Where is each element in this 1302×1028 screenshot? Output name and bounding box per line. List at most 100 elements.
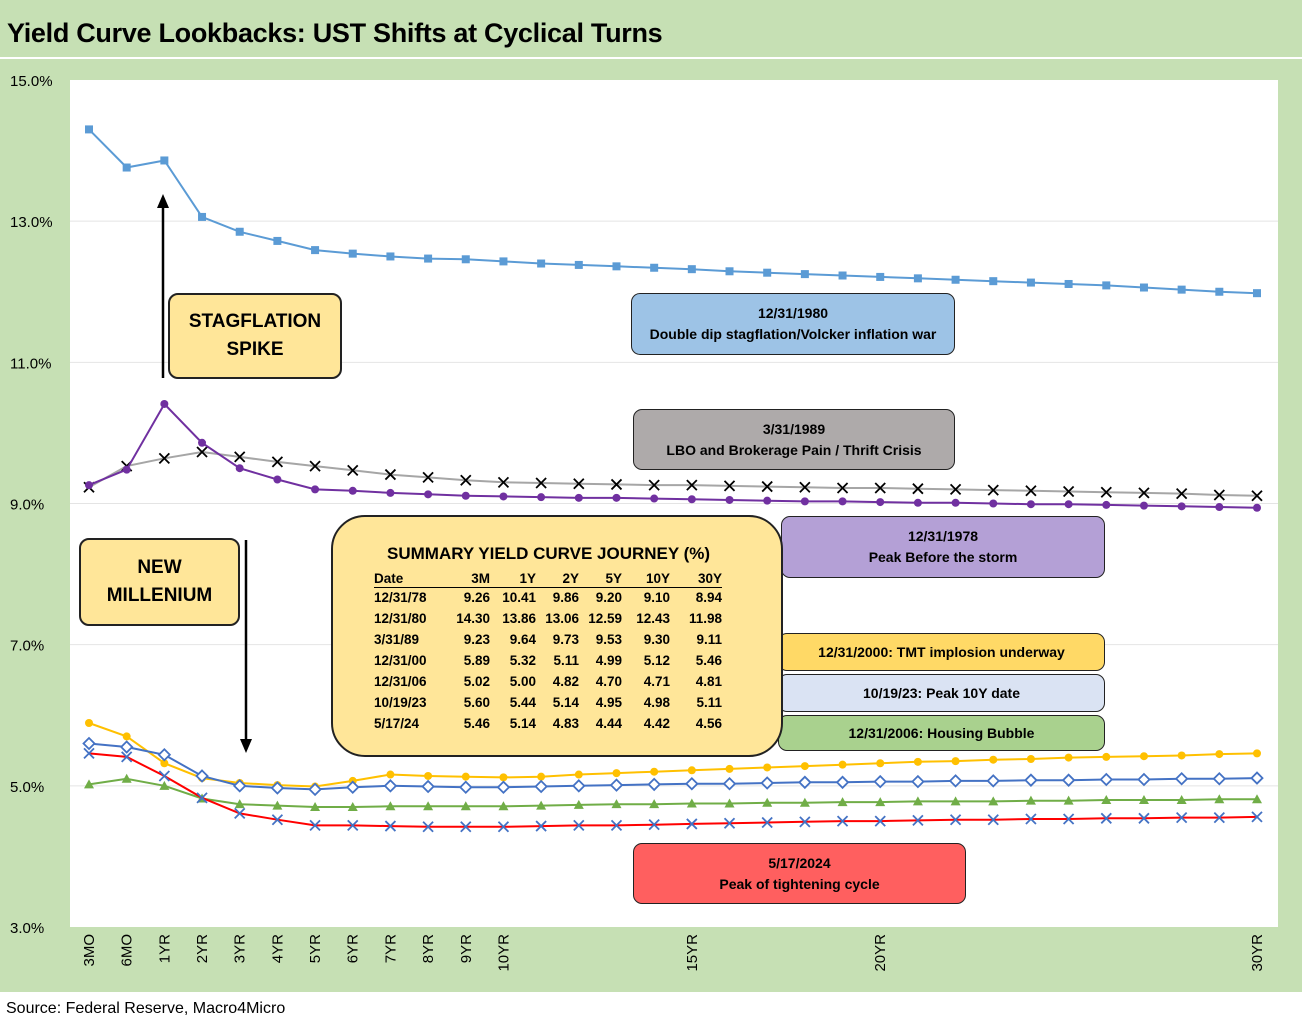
data-point (837, 797, 848, 807)
x-tick-label: 1YR (156, 934, 173, 963)
summary-row: 10/19/23 5.60 5.44 5.14 4.95 4.98 5.11 (374, 692, 722, 713)
x-tick-label: 8YR (420, 934, 437, 963)
series-3 (85, 719, 1261, 791)
data-point (1212, 772, 1227, 786)
yield-curve-chart: 15.0% 13.0% 11.0% 9.0% 7.0% 5.0% 3.0% 3MO 6MO 1Y… (10, 73, 1278, 972)
data-point (234, 807, 246, 819)
chart-title: Yield Curve Lookbacks: UST Shifts at Cyc… (7, 18, 663, 48)
data-point (309, 460, 321, 472)
data-point (835, 775, 850, 790)
data-point (798, 775, 812, 790)
x-tick-label: 6YR (345, 934, 362, 963)
summary-table-box: SUMMARY YIELD CURVE JOURNEY (%) Date 3M … (331, 515, 783, 757)
data-point (836, 815, 849, 827)
data-point (913, 757, 922, 766)
data-point (424, 490, 433, 499)
data-point (1177, 751, 1186, 760)
data-point (537, 259, 546, 268)
summary-row: 12/31/06 5.02 5.00 4.82 4.70 4.71 4.81 (374, 671, 722, 692)
data-point (1102, 500, 1111, 509)
arrows (157, 194, 252, 753)
data-point (911, 774, 925, 789)
data-point (348, 486, 357, 495)
data-point (159, 780, 170, 790)
y-tick-label: 5.0% (10, 779, 44, 796)
data-point (119, 740, 134, 754)
x-tick-label: 10YR (495, 934, 512, 972)
data-point (1025, 795, 1036, 805)
summary-header-row: Date 3M 1Y 2Y 5Y 10Y 30Y (374, 570, 722, 588)
data-point (573, 478, 585, 490)
data-point (1213, 489, 1225, 501)
data-point (1215, 503, 1224, 512)
data-point (1137, 772, 1151, 787)
data-point (1101, 794, 1112, 804)
summary-value-cell: 13.86 (502, 611, 536, 626)
y-axis-ticks: 15.0% 13.0% 11.0% 9.0% 7.0% 5.0% 3.0% (10, 73, 53, 937)
data-point (1099, 772, 1114, 787)
data-point (1064, 279, 1073, 288)
series-line (88, 128, 1258, 295)
data-point (874, 482, 886, 494)
data-point (273, 236, 282, 245)
data-point (724, 798, 735, 808)
data-point (386, 488, 395, 497)
data-point (648, 819, 660, 831)
data-point (537, 493, 546, 502)
data-point (838, 760, 847, 769)
data-point (386, 770, 395, 779)
data-point (1253, 503, 1261, 512)
data-point (611, 799, 622, 809)
summary-value-cell: 9.86 (552, 590, 579, 606)
data-point (85, 719, 93, 728)
summary-value-cell: 9.11 (696, 632, 722, 647)
data-point (762, 797, 773, 807)
data-point (1102, 281, 1111, 290)
data-point (912, 796, 923, 806)
series-line (88, 752, 1258, 828)
data-point (1176, 811, 1188, 824)
data-point (760, 776, 774, 790)
summary-value-cell: 5.44 (509, 695, 536, 710)
millenium-line2: MILLENIUM (106, 585, 213, 606)
x-axis-ticks: 3MO 6MO 1YR 2YR 3YR 4YR 5YR 6YR 7YR 8YR 9YR 10YR 15Y… (81, 934, 1266, 972)
data-point (875, 797, 886, 807)
data-point (461, 255, 470, 264)
series-line (88, 777, 1257, 808)
summary-header: 1Y (490, 570, 536, 588)
data-point (951, 498, 960, 507)
data-point (1026, 500, 1035, 509)
label-1978-date: 12/31/1978 (907, 528, 979, 544)
data-point (913, 274, 922, 283)
data-point (913, 498, 922, 507)
data-point (574, 260, 583, 269)
summary-value-cell: 5.60 (463, 695, 490, 710)
data-point (460, 474, 472, 486)
data-point (800, 497, 809, 506)
data-point (648, 479, 660, 491)
data-point (1061, 773, 1076, 787)
x-tick-label: 7YR (382, 934, 399, 963)
data-point (988, 796, 999, 806)
data-point (157, 748, 172, 762)
x-tick-label: 6MO (119, 934, 136, 967)
data-point (763, 268, 772, 277)
summary-value-cell: 5.12 (643, 653, 670, 668)
label-1978: 12/31/1978 Peak Before the storm (781, 516, 1105, 578)
data-point (1063, 795, 1074, 805)
summary-value-cell: 5.14 (509, 716, 536, 731)
data-point (422, 821, 434, 833)
summary-value-cell: 9.53 (595, 632, 622, 647)
data-point (685, 776, 699, 791)
data-point (345, 780, 360, 795)
summary-value-cell: 4.95 (595, 695, 622, 710)
data-point (537, 772, 546, 781)
data-point (347, 464, 359, 476)
data-point (121, 751, 133, 763)
data-point (122, 732, 131, 741)
title-divider (0, 57, 1302, 59)
data-point (308, 782, 322, 797)
data-point (271, 456, 284, 468)
x-tick-label: 3YR (232, 934, 249, 963)
summary-value-cell: 5.00 (509, 674, 536, 689)
